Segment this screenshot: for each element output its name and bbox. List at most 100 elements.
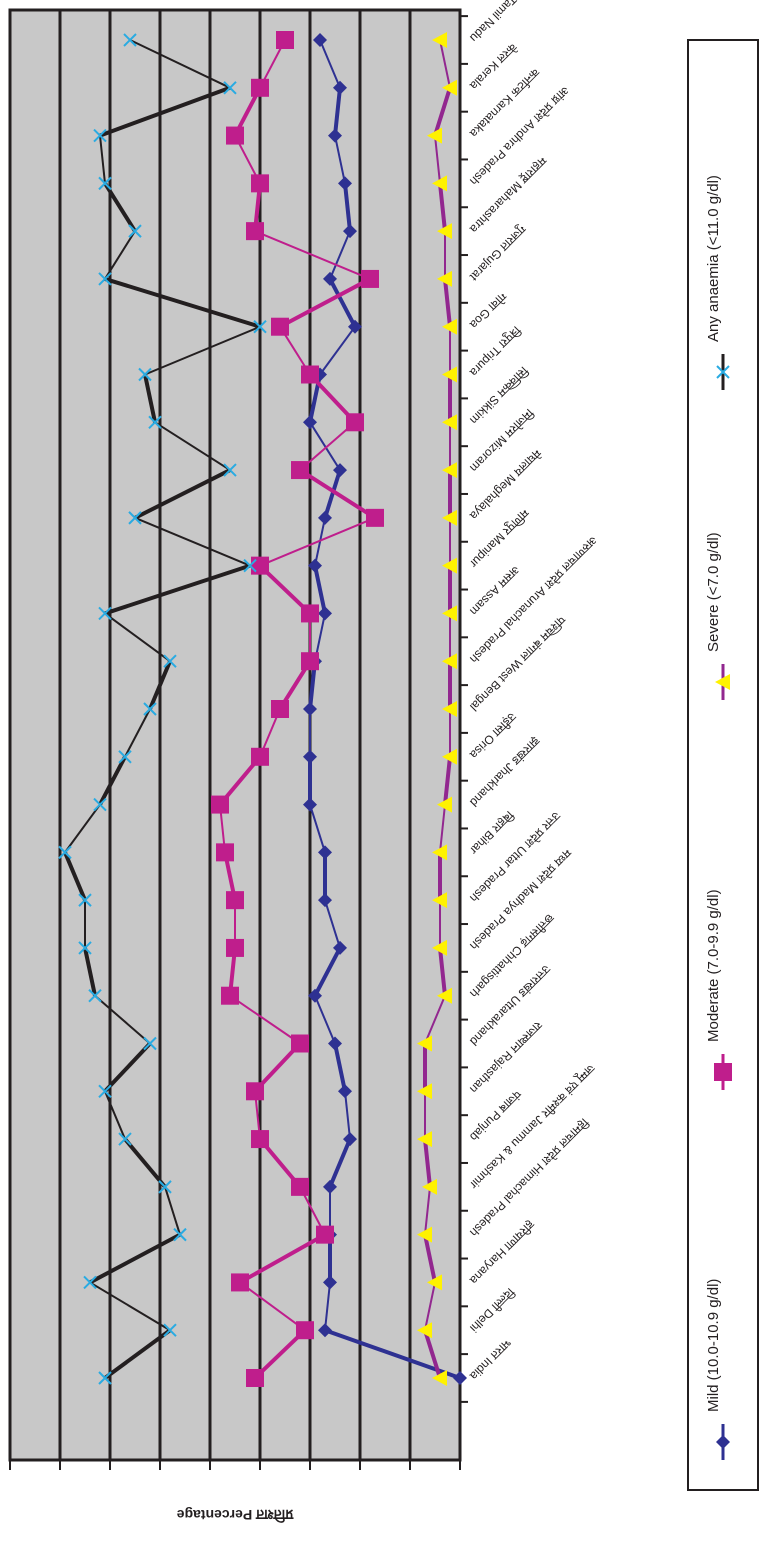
series-2-line-segment xyxy=(443,278,452,327)
series-2-point xyxy=(432,844,447,861)
series-2-line-segment xyxy=(424,1186,431,1235)
series-3-line-segment xyxy=(83,947,97,997)
series-1-point xyxy=(291,1034,309,1053)
series-0-line-segment xyxy=(309,804,326,853)
series-3-point xyxy=(143,1036,157,1051)
series-1-point xyxy=(251,556,269,575)
category-label: भारत India xyxy=(467,1336,514,1383)
series-0-point xyxy=(303,702,317,716)
series-1-point xyxy=(251,1130,269,1149)
series-2-line-segment xyxy=(423,1329,442,1379)
legend-label-2: Severe (<7.0 g/dl) xyxy=(705,532,722,652)
category-label-group: उत्तराखंड Uttarakhand xyxy=(467,962,553,1048)
legend-label-1: Moderate (7.0-9.9 g/dl) xyxy=(705,889,722,1042)
series-3-line-segment xyxy=(129,39,231,89)
series-2-line-segment xyxy=(439,804,446,853)
series-1-point xyxy=(246,1082,264,1101)
series-3-point xyxy=(78,941,92,955)
series-3-point xyxy=(123,33,137,47)
series-1-point xyxy=(211,795,229,814)
series-3-line-segment xyxy=(94,994,151,1045)
series-1-point xyxy=(316,1225,334,1244)
series-3-line-segment xyxy=(104,612,171,663)
series-1-point xyxy=(246,222,264,241)
series-3-point xyxy=(93,797,107,812)
category-label-group: केरल Kerala xyxy=(467,40,520,93)
series-0-point xyxy=(323,1179,337,1194)
series-1-point xyxy=(251,78,269,97)
series-1-point xyxy=(226,891,244,910)
series-0-point xyxy=(318,893,332,908)
series-0-line-segment xyxy=(343,183,352,232)
series-3-point xyxy=(173,1227,187,1242)
series-0-point xyxy=(343,1132,357,1147)
series-2-point xyxy=(442,509,457,526)
series-1-point xyxy=(366,508,384,527)
series-0-line-segment xyxy=(334,135,346,184)
category-label-group: महाराष्ट्र Maharashtra xyxy=(467,154,550,237)
series-0-point xyxy=(318,510,332,525)
series-3-point xyxy=(128,224,142,238)
series-2-point xyxy=(442,366,457,383)
series-3-point xyxy=(223,81,237,95)
series-0-line-segment xyxy=(328,278,357,328)
series-0-line-segment xyxy=(333,1043,347,1092)
series-3-point xyxy=(93,128,107,143)
series-2-line-segment xyxy=(424,995,446,1044)
category-label: पश्चिम बंगाल West Bengal xyxy=(467,613,568,714)
series-1-line-segment xyxy=(259,516,376,567)
series-3-point xyxy=(98,1371,112,1385)
legend-1-point xyxy=(714,1063,732,1081)
series-0-point xyxy=(318,1323,332,1338)
series-0-point xyxy=(333,940,347,955)
series-0-line-segment xyxy=(328,1138,352,1188)
series-2-point xyxy=(417,1131,432,1148)
series-0-line-segment xyxy=(329,230,351,280)
series-3-point xyxy=(118,1132,132,1146)
series-3-point xyxy=(163,654,177,668)
series-3-line-segment xyxy=(143,374,157,423)
series-0-point xyxy=(323,1275,337,1290)
series-3-line-segment xyxy=(103,1042,152,1093)
series-1-point xyxy=(361,269,379,288)
legend-2-point xyxy=(715,674,730,690)
series-0-point xyxy=(343,224,357,239)
series-3-point xyxy=(243,558,257,573)
series-2-point xyxy=(442,79,457,96)
series-0-point xyxy=(303,749,317,764)
category-label-group: उड़ीसा Orisa xyxy=(467,710,519,762)
series-3-point xyxy=(98,272,112,286)
series-0-line-segment xyxy=(309,421,341,471)
series-1-line-segment xyxy=(279,277,371,329)
series-2-point xyxy=(427,127,442,144)
series-2-point xyxy=(442,701,457,717)
category-label: छत्तीसगढ़ Chhattisgarh xyxy=(467,911,557,1001)
series-0-point xyxy=(338,176,352,191)
series-0-line-segment xyxy=(324,899,341,949)
series-3-point xyxy=(163,1323,177,1337)
series-0-line-segment xyxy=(333,87,342,136)
series-2-point xyxy=(432,32,447,48)
series-3-line-segment xyxy=(134,516,251,567)
series-0-point xyxy=(318,845,332,860)
series-3-point xyxy=(253,320,267,334)
series-2-point xyxy=(442,557,457,574)
series-0-point xyxy=(328,128,342,143)
series-3-line-segment xyxy=(103,182,137,233)
series-2-point xyxy=(442,462,457,479)
series-3-point xyxy=(158,1180,172,1194)
category-label: उत्तर प्रदेश Uttar Pradesh xyxy=(467,809,563,905)
y-axis-label: प्रतिशत Percentage xyxy=(177,1507,295,1523)
series-0-line-segment xyxy=(313,947,342,997)
legend-3-point xyxy=(716,365,730,379)
series-0-point xyxy=(303,797,317,812)
series-1-point xyxy=(216,843,234,862)
series-3-point xyxy=(98,606,112,621)
series-1-point xyxy=(296,1321,314,1340)
series-2-point xyxy=(417,1226,432,1243)
category-label: तमिलनाडु Tamil Nadu xyxy=(466,0,551,45)
category-label: उड़ीसा Orisa xyxy=(467,710,519,762)
series-3-point xyxy=(88,989,102,1003)
series-3-line-segment xyxy=(89,1281,171,1332)
